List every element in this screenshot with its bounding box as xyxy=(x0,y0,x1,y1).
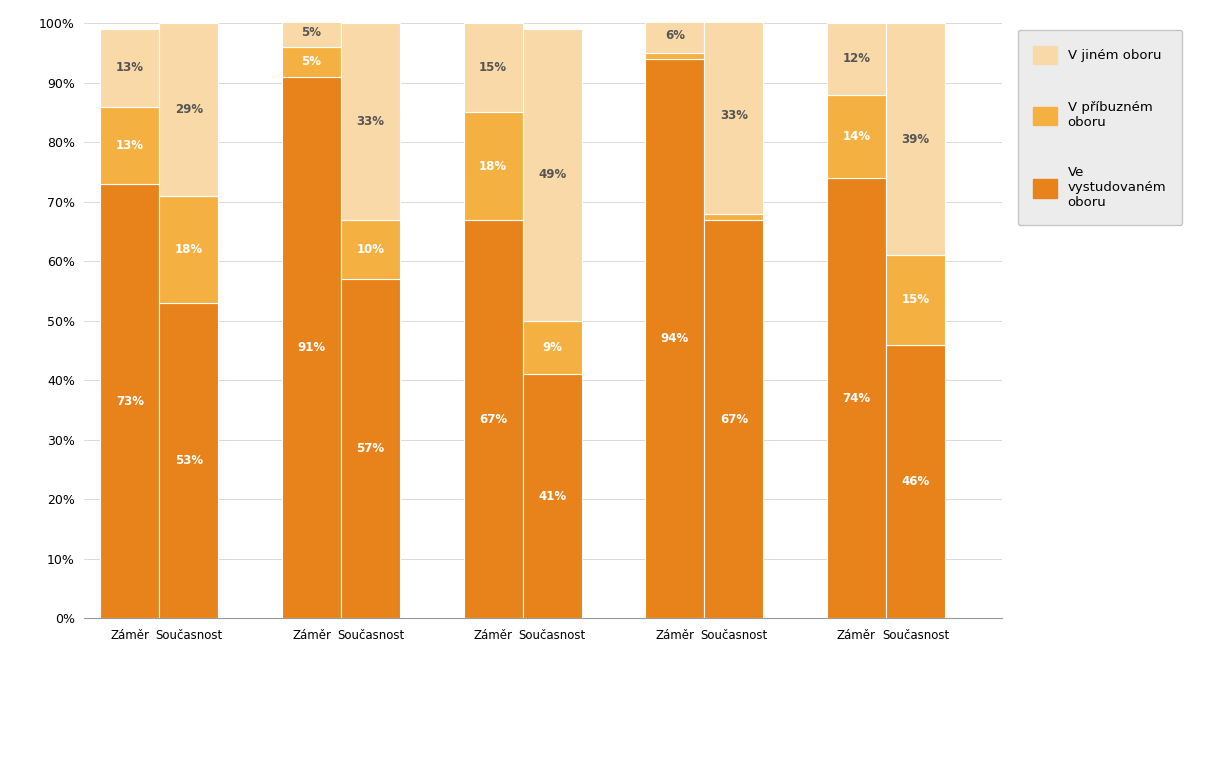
Bar xyxy=(827,94,886,178)
Text: 9%: 9% xyxy=(542,341,562,354)
Bar xyxy=(523,321,582,374)
Text: 33%: 33% xyxy=(719,109,748,122)
Bar xyxy=(827,23,886,94)
Text: 15%: 15% xyxy=(902,294,929,306)
Bar xyxy=(523,29,582,321)
Bar xyxy=(886,23,945,255)
Text: 67%: 67% xyxy=(719,413,748,425)
Text: 13%: 13% xyxy=(116,138,144,152)
Bar xyxy=(523,374,582,618)
Bar xyxy=(159,303,218,618)
Text: 41%: 41% xyxy=(538,490,566,503)
Bar xyxy=(646,17,705,53)
Bar xyxy=(705,213,763,220)
Text: 5%: 5% xyxy=(302,26,321,39)
Text: 14%: 14% xyxy=(842,130,870,143)
Text: 67%: 67% xyxy=(479,413,507,425)
Text: 46%: 46% xyxy=(902,475,929,488)
Bar xyxy=(282,47,342,77)
Bar xyxy=(886,345,945,618)
Bar xyxy=(705,17,763,213)
Bar xyxy=(282,77,342,618)
Legend: V jiném oboru, V příbuzném
oboru, Ve
vystudovaném
oboru: V jiném oboru, V příbuzném oboru, Ve vys… xyxy=(1018,30,1182,225)
Bar xyxy=(159,196,218,303)
Text: 74%: 74% xyxy=(842,392,870,405)
Bar xyxy=(646,59,705,618)
Bar xyxy=(282,17,342,47)
Bar xyxy=(100,107,159,184)
Text: 57%: 57% xyxy=(356,442,385,455)
Bar xyxy=(646,53,705,59)
Text: 18%: 18% xyxy=(175,243,203,256)
Text: 18%: 18% xyxy=(479,159,507,172)
Bar xyxy=(342,220,400,279)
Bar xyxy=(886,255,945,345)
Bar xyxy=(342,23,400,220)
Text: 49%: 49% xyxy=(538,169,566,182)
Text: 91%: 91% xyxy=(297,341,326,354)
Text: 12%: 12% xyxy=(842,53,870,66)
Text: 15%: 15% xyxy=(479,61,507,74)
Bar xyxy=(342,279,400,618)
Bar xyxy=(463,23,523,112)
Bar xyxy=(463,113,523,220)
Text: 94%: 94% xyxy=(660,332,689,346)
Text: 10%: 10% xyxy=(356,243,385,256)
Text: 29%: 29% xyxy=(175,103,203,116)
Text: 39%: 39% xyxy=(902,133,929,146)
Bar xyxy=(463,220,523,618)
Text: 73%: 73% xyxy=(116,395,144,407)
Text: 5%: 5% xyxy=(302,56,321,68)
Bar xyxy=(827,178,886,618)
Text: 13%: 13% xyxy=(116,61,144,74)
Text: 6%: 6% xyxy=(665,29,684,42)
Text: 53%: 53% xyxy=(175,455,203,467)
Bar xyxy=(159,23,218,196)
Bar xyxy=(100,184,159,618)
Bar xyxy=(705,220,763,618)
Bar xyxy=(100,29,159,107)
Text: 33%: 33% xyxy=(356,115,385,128)
